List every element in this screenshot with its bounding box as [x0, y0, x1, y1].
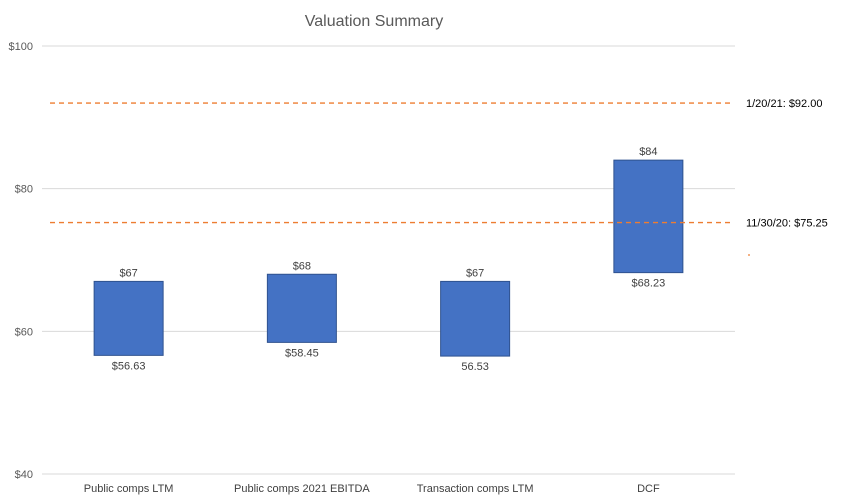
high-value-label: $67	[119, 267, 137, 279]
y-tick-label: $60	[15, 326, 33, 338]
high-value-label: $84	[639, 146, 657, 158]
bar-2	[266, 273, 337, 343]
chart-title: Valuation Summary	[305, 13, 443, 30]
reference-lines: 1/20/21: $92.00 11/30/20: $75.25	[50, 98, 828, 230]
x-tick-label: Public comps 2021 EBITDA	[234, 483, 370, 495]
x-axis: Public comps LTM Public comps 2021 EBITDA…	[84, 483, 660, 495]
y-tick-label: $100	[9, 41, 33, 53]
low-value-label: 56.53	[461, 361, 489, 373]
bar-1	[93, 280, 164, 356]
x-tick-label: Transaction comps LTM	[417, 483, 534, 495]
low-value-label: $68.23	[632, 278, 666, 290]
reference-line-label: 1/20/21: $92.00	[746, 98, 822, 110]
low-value-label: $58.45	[285, 347, 319, 359]
y-tick-label: $80	[15, 184, 33, 196]
bars: $67 $56.63 $68 $58.45 $67 56.53 $84 $68.23	[93, 146, 684, 373]
x-tick-label: Public comps LTM	[84, 483, 174, 495]
x-tick-label: DCF	[637, 483, 660, 495]
high-value-label: $67	[466, 267, 484, 279]
reference-line-label: 11/30/20: $75.25	[746, 218, 828, 230]
high-value-label: $68	[293, 260, 311, 272]
y-tick-label: $40	[15, 469, 33, 481]
y-axis: $40 $60 $80 $100	[9, 41, 33, 481]
low-value-label: $56.63	[112, 360, 146, 372]
bar-3	[440, 280, 511, 357]
bar-4	[613, 159, 684, 274]
